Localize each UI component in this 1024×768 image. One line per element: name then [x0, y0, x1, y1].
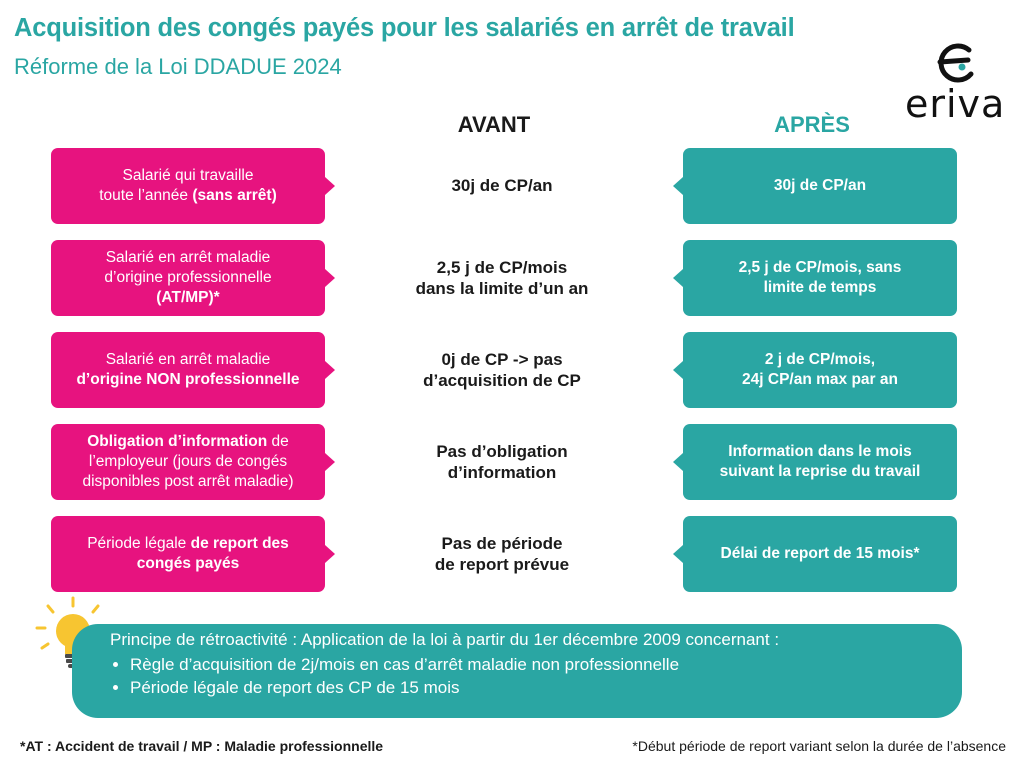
- avant-value: 2,5 j de CP/mois dans la limite d’un an: [372, 240, 632, 316]
- avant-text: 2,5 j de CP/mois: [436, 257, 568, 277]
- note-intro: Principe de rétroactivité : Application …: [110, 630, 780, 649]
- page-subtitle: Réforme de la Loi DDADUE 2024: [14, 54, 342, 79]
- situation-text: Salarié en arrêt maladie: [105, 350, 271, 368]
- avant-text: de report prévue: [434, 555, 570, 574]
- comparison-row: Obligation d’information de l’employeur (…: [0, 424, 1024, 500]
- situation-box: Obligation d’information de l’employeur (…: [51, 424, 335, 500]
- avant-text: 30j de CP/an: [451, 176, 553, 196]
- situation-box: Salarié en arrêt maladie d’origine profes…: [51, 240, 335, 316]
- column-header-avant: AVANT: [457, 112, 531, 137]
- apres-box: Information dans le mois suivant la repri…: [673, 424, 957, 500]
- apres-text: suivant la reprise du travail: [719, 463, 921, 480]
- apres-text: Délai de report de 15 mois*: [720, 544, 920, 562]
- column-header-apres: APRÈS: [774, 112, 850, 137]
- avant-value: Pas d’obligation d’information: [372, 424, 632, 500]
- avant-text: Pas d’obligation: [436, 441, 568, 461]
- avant-text: d’acquisition de CP: [423, 371, 581, 390]
- situation-text: Période légale: [87, 534, 191, 552]
- situation-text: Salarié en arrêt maladie: [105, 248, 271, 266]
- situation-text: disponibles post arrêt maladie): [82, 473, 294, 491]
- avant-text: 0j de CP -> pas: [441, 349, 563, 369]
- retroactivity-note: Principe de rétroactivité : Application …: [72, 624, 962, 718]
- comparison-row: Période légale de report des congés payés…: [0, 516, 1024, 592]
- situation-text: (AT/MP)*: [156, 289, 220, 307]
- apres-text: 2,5 j de CP/mois, sans: [738, 258, 902, 276]
- comparison-row: Salarié en arrêt maladie d’origine profes…: [0, 240, 1024, 316]
- situation-text: Obligation d’information: [87, 432, 268, 450]
- situation-box: Période légale de report des congés payés: [51, 516, 335, 592]
- apres-text: limite de temps: [763, 279, 877, 296]
- apres-box: 2,5 j de CP/mois, sans limite de temps: [673, 240, 957, 316]
- situation-box: Salarié en arrêt maladie d’origine NON pr…: [51, 332, 335, 408]
- note-bullets: Règle d’acquisition de 2j/mois en cas d’…: [110, 655, 962, 698]
- apres-box: 30j de CP/an: [673, 148, 957, 224]
- situation-text: de report des: [190, 534, 289, 552]
- avant-text: d’information: [447, 463, 557, 482]
- apres-text: 30j de CP/an: [773, 176, 867, 194]
- situation-text: d’origine professionnelle: [104, 268, 272, 286]
- footnote-at-mp: *AT : Accident de travail / MP : Maladie…: [20, 738, 384, 754]
- avant-text: dans la limite d’un an: [415, 279, 589, 298]
- eriva-logo: eriva: [905, 36, 1005, 126]
- comparison-row: Salarié qui travaille toute l’année (sans…: [0, 148, 1024, 224]
- apres-text: 24j CP/an max par an: [742, 371, 898, 388]
- situation-text: toute l’année: [99, 187, 193, 204]
- note-bullet: Période légale de report des CP de 15 mo…: [130, 678, 962, 698]
- situation-text: congés payés: [136, 555, 240, 572]
- avant-value: 0j de CP -> pas d’acquisition de CP: [372, 332, 632, 408]
- eriva-logo-mark: [937, 43, 974, 83]
- avant-text: Pas de période: [441, 533, 563, 553]
- apres-text: 2 j de CP/mois,: [764, 350, 876, 368]
- logo-text: eriva: [905, 82, 1006, 126]
- avant-value: 30j de CP/an: [372, 148, 632, 224]
- comparison-row: Salarié en arrêt maladie d’origine NON pr…: [0, 332, 1024, 408]
- situation-box: Salarié qui travaille toute l’année (sans…: [51, 148, 335, 224]
- apres-text: Information dans le mois: [728, 442, 912, 460]
- situation-text: Salarié qui travaille: [122, 166, 254, 184]
- footnote-report: *Début période de report variant selon l…: [632, 738, 1006, 754]
- situation-text: (sans arrêt): [192, 187, 277, 204]
- avant-value: Pas de période de report prévue: [372, 516, 632, 592]
- situation-text: l’employeur (jours de congés: [88, 452, 288, 470]
- situation-text: d’origine NON professionnelle: [76, 371, 300, 388]
- situation-text: de: [267, 432, 289, 450]
- page-title: Acquisition des congés payés pour les sa…: [14, 14, 795, 42]
- apres-box: Délai de report de 15 mois*: [673, 516, 957, 592]
- note-bullet: Règle d’acquisition de 2j/mois en cas d’…: [130, 655, 962, 675]
- apres-box: 2 j de CP/mois, 24j CP/an max par an: [673, 332, 957, 408]
